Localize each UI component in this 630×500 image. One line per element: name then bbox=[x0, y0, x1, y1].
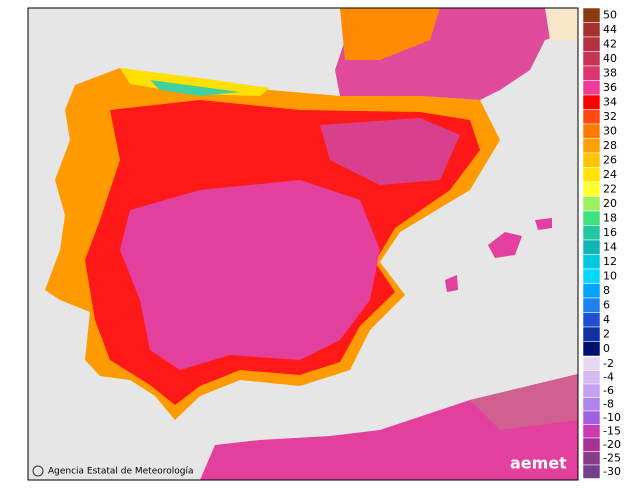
legend-swatch bbox=[582, 297, 601, 313]
map-frame bbox=[27, 7, 579, 481]
legend-label: 4 bbox=[603, 313, 610, 326]
credit: Agencia Estatal de Meteorología bbox=[48, 467, 194, 477]
legend-label: 30 bbox=[603, 124, 617, 137]
legend-label: -8 bbox=[603, 397, 614, 410]
legend-swatch bbox=[582, 80, 601, 96]
legend-swatch bbox=[582, 51, 601, 67]
legend-swatch bbox=[582, 65, 601, 81]
legend-swatch bbox=[582, 312, 601, 328]
legend-swatch bbox=[582, 7, 601, 23]
legend-label: 16 bbox=[603, 226, 617, 239]
legend-label: 6 bbox=[603, 298, 610, 311]
legend-label: 0 bbox=[603, 342, 610, 355]
legend-label: 50 bbox=[603, 8, 617, 21]
legend-swatch bbox=[582, 283, 601, 299]
mountains bbox=[150, 80, 240, 96]
france-north bbox=[340, 8, 440, 60]
legend-swatch bbox=[582, 383, 601, 398]
legend-swatch bbox=[582, 370, 601, 385]
legend-label: 12 bbox=[603, 255, 617, 268]
mallorca bbox=[488, 232, 522, 258]
legend-label: 24 bbox=[603, 168, 617, 181]
legend-label: -25 bbox=[603, 451, 621, 464]
legend-label: -6 bbox=[603, 384, 614, 397]
cantabrian bbox=[120, 68, 270, 96]
legend-label: 32 bbox=[603, 110, 617, 123]
legend-swatch bbox=[582, 268, 601, 284]
legend-swatch bbox=[582, 341, 601, 357]
legend-swatch bbox=[582, 181, 601, 197]
legend-swatch bbox=[582, 138, 601, 154]
legend-swatch bbox=[582, 109, 601, 125]
legend-swatch bbox=[582, 36, 601, 52]
ibiza bbox=[445, 275, 458, 292]
legend-label: 8 bbox=[603, 284, 610, 297]
map: Agencia Estatal de Meteorología aemet bbox=[27, 7, 579, 481]
legend-label: 38 bbox=[603, 66, 617, 79]
ebro-valley bbox=[320, 118, 460, 185]
atlas bbox=[470, 374, 578, 430]
legend-swatch bbox=[582, 239, 601, 255]
legend-swatch bbox=[582, 225, 601, 241]
legend-label: 22 bbox=[603, 182, 617, 195]
interior-hottest bbox=[120, 180, 380, 370]
legend-swatch bbox=[582, 424, 601, 439]
legend-swatch bbox=[582, 437, 601, 452]
legend-label: 28 bbox=[603, 139, 617, 152]
legend-label: -15 bbox=[603, 424, 621, 437]
legend-swatch bbox=[582, 152, 601, 168]
legend-swatch bbox=[582, 123, 601, 139]
legend-swatch bbox=[582, 356, 601, 371]
legend-label: 40 bbox=[603, 52, 617, 65]
legend-label: -2 bbox=[603, 357, 614, 370]
land-edge bbox=[545, 8, 578, 40]
legend-swatch bbox=[582, 254, 601, 270]
legend-label: 36 bbox=[603, 81, 617, 94]
legend-swatch bbox=[582, 451, 601, 466]
legend-swatch bbox=[582, 22, 601, 38]
legend-label: 2 bbox=[603, 327, 610, 340]
legend-label: 42 bbox=[603, 37, 617, 50]
legend-label: 14 bbox=[603, 240, 617, 253]
legend-swatch bbox=[582, 464, 601, 479]
menorca bbox=[535, 218, 552, 230]
legend-swatch bbox=[582, 410, 601, 425]
legend-swatch bbox=[582, 94, 601, 110]
legend-label: -4 bbox=[603, 370, 614, 383]
legend-swatch bbox=[582, 167, 601, 183]
legend-label: -30 bbox=[603, 465, 621, 478]
legend-swatch bbox=[582, 397, 601, 412]
legend: 5044424038363432302826242220181614121086… bbox=[582, 7, 621, 479]
legend-label: 18 bbox=[603, 211, 617, 224]
credit-icon bbox=[32, 465, 44, 477]
legend-label: 26 bbox=[603, 153, 617, 166]
legend-label: 34 bbox=[603, 95, 617, 108]
legend-label: -10 bbox=[603, 411, 621, 424]
logo: aemet bbox=[510, 454, 567, 473]
legend-label: 44 bbox=[603, 23, 617, 36]
legend-swatch bbox=[582, 210, 601, 226]
legend-label: 20 bbox=[603, 197, 617, 210]
legend-swatch bbox=[582, 196, 601, 212]
legend-label: 10 bbox=[603, 269, 617, 282]
legend-swatch bbox=[582, 326, 601, 342]
legend-label: -20 bbox=[603, 438, 621, 451]
